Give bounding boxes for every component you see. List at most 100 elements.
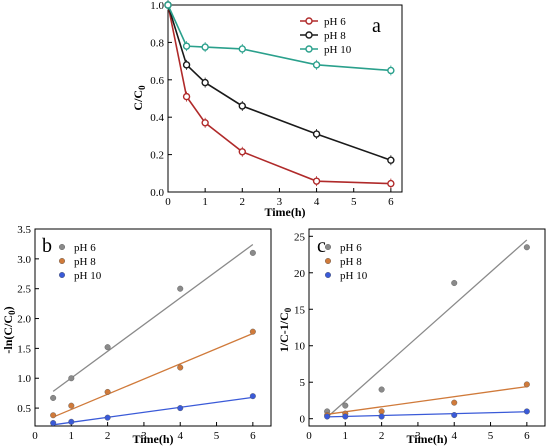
data-point xyxy=(50,420,57,427)
panel-a-series xyxy=(164,0,395,189)
chart-panel-a: 0 1 2 3 4 5 6 0.0 0.2 0.4 0.6 0.8 1.0 a Time(h) C/C… xyxy=(131,0,403,219)
x-tick-label: 2 xyxy=(379,430,385,442)
data-point xyxy=(182,92,191,101)
legend-label: pH 10 xyxy=(324,44,352,56)
data-point xyxy=(68,375,75,382)
data-point xyxy=(378,408,385,415)
x-tick-label: 0 xyxy=(165,196,171,208)
data-point xyxy=(104,414,111,421)
x-tick-label: 1 xyxy=(202,196,208,208)
y-tick-label: 3.0 xyxy=(17,254,31,266)
data-point xyxy=(68,402,75,409)
data-point xyxy=(182,42,191,50)
panel-b-x-label: Time(h) xyxy=(132,432,173,446)
fit-line xyxy=(52,243,254,392)
legend-marker xyxy=(305,17,313,25)
legend-marker xyxy=(305,45,313,53)
panel-c-y-label: 1/C-1/C0 xyxy=(277,307,293,352)
x-tick-label: 0 xyxy=(32,430,38,442)
data-point xyxy=(342,413,349,420)
panel-c-y-ticks: 0 5 10 15 20 25 xyxy=(294,231,313,426)
x-tick-label: 6 xyxy=(250,430,256,442)
data-point xyxy=(201,119,209,127)
panel-a-legend: pH 6 pH 8 pH 10 xyxy=(300,16,352,56)
legend-label: pH 8 xyxy=(340,256,362,268)
fit-line xyxy=(327,411,527,418)
data-point xyxy=(387,66,395,75)
data-point xyxy=(182,61,191,69)
x-tick-label: 3 xyxy=(415,430,421,442)
panel-c-x-label: Time(h) xyxy=(406,432,447,446)
x-tick-label: 4 xyxy=(177,430,183,442)
data-point xyxy=(451,399,458,406)
data-point xyxy=(177,364,184,371)
x-tick-label: 0 xyxy=(306,430,312,442)
panel-c-letter: c xyxy=(317,235,326,257)
legend-label: pH 6 xyxy=(324,16,346,28)
data-point xyxy=(177,285,184,292)
y-tick-label: 0.2 xyxy=(150,150,164,162)
panel-b-letter: b xyxy=(42,235,52,257)
data-point xyxy=(104,344,111,351)
panel-b-x-ticks: 0 1 2 3 4 5 6 xyxy=(32,422,256,442)
x-tick-label: 3 xyxy=(277,196,283,208)
panel-b-y-ticks: 0.5 1.0 1.5 2.0 2.5 3.0 3.5 xyxy=(17,224,39,415)
data-point xyxy=(164,1,172,9)
panel-c-x-ticks: 0 1 2 3 4 5 6 xyxy=(306,422,530,442)
x-tick-label: 5 xyxy=(214,430,220,442)
x-tick-label: 3 xyxy=(141,430,147,442)
data-point xyxy=(104,388,111,395)
y-tick-label: 1.0 xyxy=(17,373,31,385)
y-tick-label: 15 xyxy=(294,304,306,316)
x-tick-label: 1 xyxy=(343,430,349,442)
panel-b-series xyxy=(50,243,256,427)
data-point xyxy=(238,45,246,53)
panel-a-y-label: C/C0 xyxy=(131,85,147,111)
y-tick-label: 1.5 xyxy=(17,343,31,355)
panel-c-series xyxy=(324,239,530,420)
data-point xyxy=(177,405,184,412)
x-tick-label: 4 xyxy=(314,196,320,208)
legend-marker xyxy=(59,243,66,250)
data-point xyxy=(523,408,530,415)
series-line xyxy=(167,4,391,185)
data-point xyxy=(312,130,321,138)
x-tick-label: 1 xyxy=(69,430,75,442)
panel-a-y-ticks: 0.0 0.2 0.4 0.6 0.8 1.0 xyxy=(150,0,172,199)
y-tick-label: 3.5 xyxy=(17,224,31,236)
legend-marker xyxy=(305,31,313,39)
data-point xyxy=(238,102,246,110)
panel-a-x-ticks: 0 1 2 3 4 5 6 xyxy=(165,188,394,208)
panel-a-letter: a xyxy=(372,15,381,37)
fit-line xyxy=(52,332,254,418)
x-tick-label: 6 xyxy=(388,196,394,208)
chart-panel-c: 0 1 2 3 4 5 6 0 5 10 15 20 25 c Time(h) 1/C-1/C0 pH… xyxy=(277,228,546,446)
y-tick-label: 1.0 xyxy=(150,0,164,12)
y-tick-label: 0.5 xyxy=(17,403,31,415)
legend-label: pH 10 xyxy=(340,270,368,282)
x-tick-label: 5 xyxy=(351,196,357,208)
panel-a-frame xyxy=(167,4,403,193)
data-point xyxy=(201,78,209,87)
data-point xyxy=(68,418,75,425)
panel-b-legend: pH 6 pH 8 pH 10 xyxy=(59,242,102,282)
x-tick-label: 2 xyxy=(105,430,111,442)
panel-a-x-label: Time(h) xyxy=(264,205,305,219)
data-point xyxy=(378,413,385,420)
legend-label: pH 6 xyxy=(74,242,96,254)
data-point xyxy=(312,177,321,185)
legend-marker xyxy=(325,258,332,265)
y-tick-label: 0.4 xyxy=(150,112,164,124)
data-point xyxy=(249,249,256,256)
fit-line xyxy=(326,239,528,418)
panel-c-frame xyxy=(308,228,546,427)
data-point xyxy=(387,156,395,164)
y-tick-label: 10 xyxy=(294,341,306,353)
series-line xyxy=(167,4,391,72)
y-tick-label: 20 xyxy=(294,268,306,280)
data-point xyxy=(249,393,256,400)
panel-c-legend: pH 6 pH 8 pH 10 xyxy=(325,242,368,282)
data-point xyxy=(387,179,395,188)
